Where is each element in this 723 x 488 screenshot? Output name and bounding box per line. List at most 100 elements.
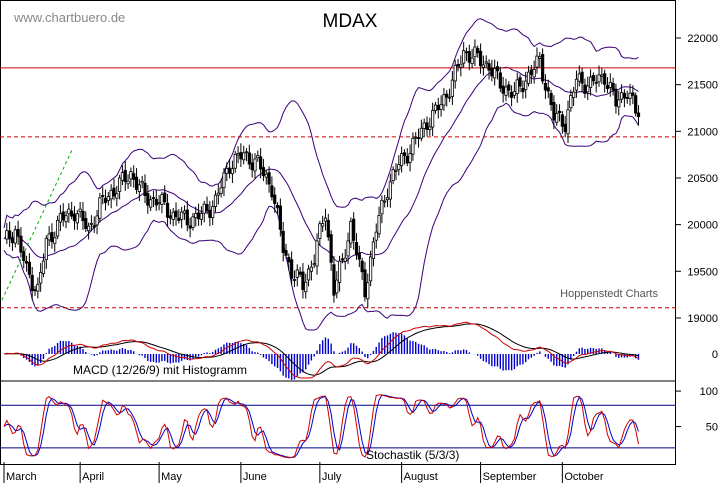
candle-body xyxy=(216,192,220,196)
candle-body xyxy=(368,256,373,282)
candle-body xyxy=(180,211,184,220)
candle-body xyxy=(185,209,189,226)
candle-body xyxy=(529,69,533,75)
candle-body xyxy=(55,219,60,237)
candle-body xyxy=(366,282,370,300)
candle-body xyxy=(194,213,198,218)
candle-body xyxy=(535,55,539,68)
candle-body xyxy=(490,67,494,77)
candle-body xyxy=(275,204,280,209)
candle-body xyxy=(493,68,497,79)
candle-body xyxy=(400,153,404,166)
candle-body xyxy=(171,211,175,220)
candle-body xyxy=(459,63,463,68)
stoch-tick-label: 50 xyxy=(706,422,718,434)
candle-body xyxy=(58,213,63,223)
candle-body xyxy=(264,173,268,178)
candle-body xyxy=(428,126,432,130)
candle-body xyxy=(411,137,415,155)
candle-body xyxy=(343,257,347,262)
candle-body xyxy=(574,78,579,91)
macd-label: MACD (12/26/9) mit Histogramm xyxy=(73,363,247,377)
candle-body xyxy=(431,110,435,128)
trendline xyxy=(1,149,73,301)
candle-body xyxy=(53,237,57,244)
candle-body xyxy=(236,153,240,156)
candle-body xyxy=(591,75,595,82)
candle-body xyxy=(332,264,336,296)
candle-body xyxy=(425,122,429,130)
candle-body xyxy=(577,73,581,82)
candle-body xyxy=(22,251,26,262)
candle-body xyxy=(453,64,457,82)
candle-body xyxy=(442,94,446,106)
candle-body xyxy=(120,172,125,181)
candle-body xyxy=(419,127,423,139)
candle-body xyxy=(538,56,542,59)
candle-body xyxy=(360,260,364,273)
candle-body xyxy=(583,84,587,94)
candle-body xyxy=(64,215,68,223)
candle-body xyxy=(462,50,466,64)
candle-body xyxy=(205,204,209,211)
candle-body xyxy=(10,238,15,244)
candle-body xyxy=(208,209,212,218)
candle-body xyxy=(321,223,325,227)
y-tick-label: 19500 xyxy=(687,266,718,278)
candle-body xyxy=(36,283,40,292)
candle-body xyxy=(552,102,556,121)
candle-body xyxy=(614,88,618,107)
candle-body xyxy=(109,190,113,200)
candle-body xyxy=(44,238,48,261)
candle-body xyxy=(371,241,376,260)
candle-body xyxy=(352,218,356,241)
candle-body xyxy=(515,79,519,95)
candle-body xyxy=(13,229,17,244)
candle-body xyxy=(416,137,421,139)
candle-body xyxy=(211,206,215,219)
candle-body xyxy=(546,87,550,92)
candle-body xyxy=(168,215,172,219)
candle-body xyxy=(47,233,51,241)
candle-body xyxy=(213,194,218,207)
candle-body xyxy=(84,218,88,229)
macd-line xyxy=(3,321,639,379)
candle-body xyxy=(603,73,607,85)
candle-body xyxy=(329,234,333,263)
stochastic-d-line xyxy=(3,394,639,459)
candle-body xyxy=(619,92,624,100)
y-tick-label: 21000 xyxy=(687,126,718,138)
candle-body xyxy=(304,281,308,293)
y-tick-label: 21500 xyxy=(687,80,718,92)
candle-body xyxy=(572,91,576,98)
candle-body xyxy=(315,240,319,267)
candle-body xyxy=(337,260,342,283)
candle-body xyxy=(129,171,133,180)
source-label: Hoppenstedt Charts xyxy=(560,288,658,300)
candle-body xyxy=(191,216,195,228)
candle-body xyxy=(41,260,46,275)
candle-body xyxy=(196,212,201,220)
candle-body xyxy=(98,197,102,219)
candle-body xyxy=(388,181,392,200)
candle-body xyxy=(588,76,593,88)
candle-body xyxy=(323,217,328,222)
candle-body xyxy=(81,210,85,222)
candle-body xyxy=(95,215,99,226)
candle-body xyxy=(244,151,249,154)
macd-panel xyxy=(3,321,640,380)
candle-body xyxy=(112,187,116,197)
candle-body xyxy=(495,66,500,72)
candle-body xyxy=(617,99,621,108)
candle-body xyxy=(33,289,37,292)
candle-body xyxy=(267,172,271,185)
month-label: August xyxy=(404,471,438,483)
candle-body xyxy=(541,54,545,82)
candle-body xyxy=(154,198,158,206)
month-label: June xyxy=(243,471,267,483)
candle-body xyxy=(580,71,584,84)
candle-body xyxy=(101,195,105,197)
candle-body xyxy=(132,173,136,180)
candle-body xyxy=(357,252,361,260)
candle-body xyxy=(318,223,322,239)
